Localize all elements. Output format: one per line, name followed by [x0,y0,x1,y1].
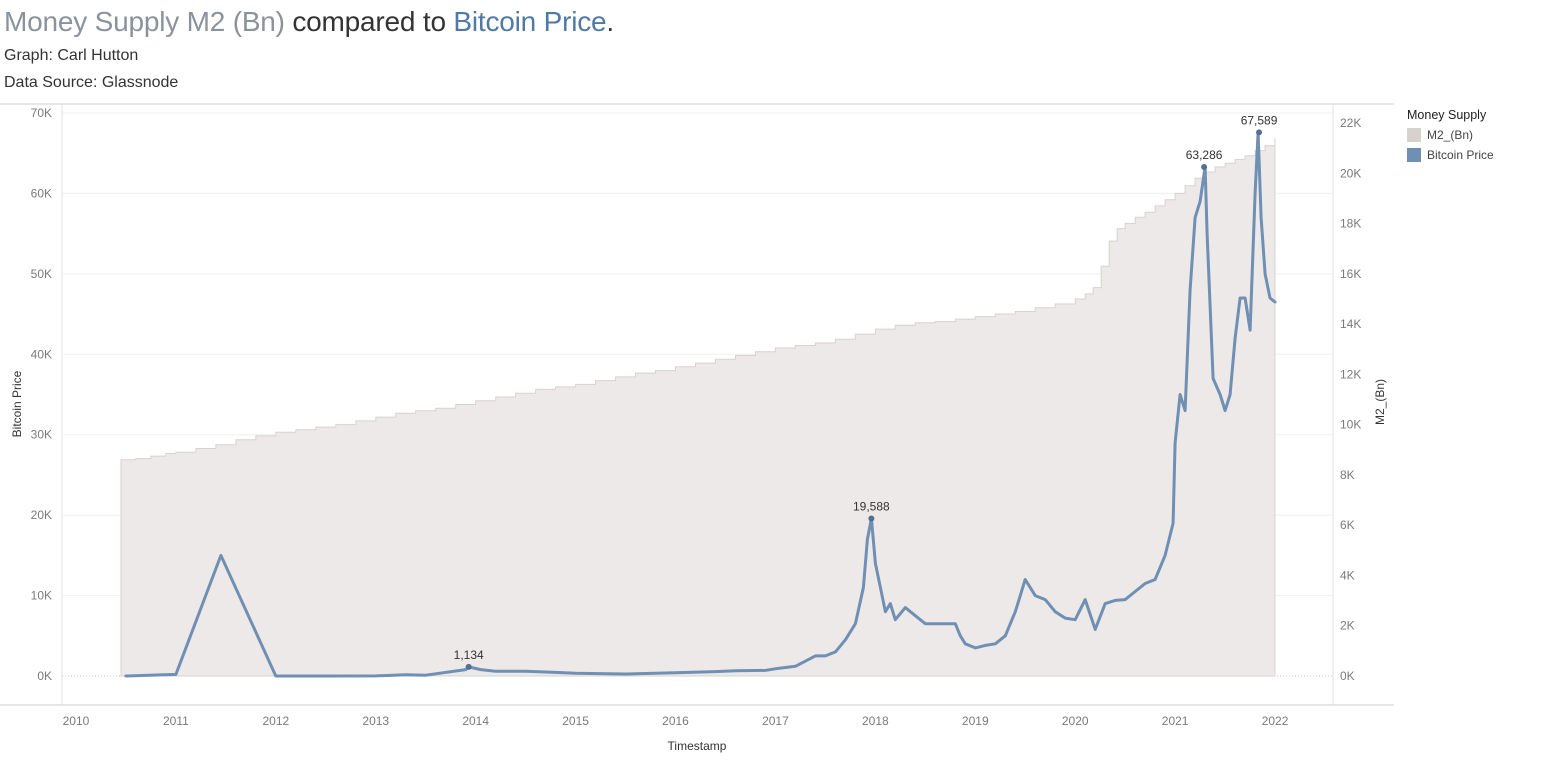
y-right-tick-label: 2K [1340,619,1355,633]
y-right-tick-label: 20K [1340,166,1361,180]
annotation-label: 19,588 [853,499,890,513]
annotation-layer: 1,134 19,588 63,286 67,589 [454,113,1278,670]
legend-swatch-bitcoin [1407,148,1421,162]
y-right-tick-label: 0K [1340,669,1355,683]
bitcoin-line-layer [124,130,1277,678]
y-right-tick-label: 6K [1340,518,1355,532]
m2-area [120,138,1276,677]
x-tick-label: 2018 [862,714,889,728]
y-left-tick-label: 40K [31,347,52,361]
y-right-axis-title: M2_(Bn) [1373,379,1387,425]
annotation-marker [1201,163,1208,170]
legend: Money Supply M2_(Bn) Bitcoin Price [1407,108,1494,165]
subtitle-author: Graph: Carl Hutton [4,47,139,64]
legend-item-m2[interactable]: M2_(Bn) [1407,125,1494,145]
legend-label-bitcoin: Bitcoin Price [1427,148,1494,162]
chart-title: Money Supply M2 (Bn) compared to Bitcoin… [4,6,614,38]
legend-item-bitcoin[interactable]: Bitcoin Price [1407,145,1494,165]
bitcoin-price-line [124,130,1277,678]
y-right-tick-label: 8K [1340,468,1355,482]
x-tick-label: 2019 [962,714,989,728]
x-tick-label: 2013 [362,714,389,728]
y-right-tick-label: 22K [1340,116,1361,130]
annotation-label: 63,286 [1186,148,1223,162]
y-right-tick-label: 4K [1340,568,1355,582]
x-tick-label: 2014 [462,714,489,728]
y-right-tick-label: 12K [1340,367,1361,381]
legend-title: Money Supply [1407,108,1487,122]
y-right-tick-labels: 0K 2K 4K 6K 8K 10K 12K 14K 16K 18K 20K 22K [1340,116,1361,683]
x-tick-label: 2016 [662,714,689,728]
legend-swatch-m2 [1407,128,1421,142]
title-connector: compared to [284,6,454,37]
x-tick-label: 2011 [163,714,189,728]
subtitle-source: Data Source: Glassnode [4,74,179,91]
y-right-tick-label: 14K [1340,317,1361,331]
y-right-tick-label: 10K [1340,418,1361,432]
x-tick-labels: 2010 2011 2012 2013 2014 2015 2016 2017 2018 2019… [63,714,1289,728]
x-tick-label: 2020 [1062,714,1089,728]
y-right-tick-label: 18K [1340,217,1361,231]
chart-frame [0,103,1394,706]
y-left-tick-labels: 0K 10K 20K 30K 40K 50K 60K 70K [31,106,52,683]
legend-label-m2: M2_(Bn) [1427,128,1474,142]
x-tick-label: 2021 [1162,714,1189,728]
y-left-tick-label: 30K [31,428,52,442]
x-tick-label: 2010 [63,714,90,728]
y-left-tick-label: 0K [37,669,52,683]
title-bitcoin: Bitcoin Price [453,6,607,37]
title-period: . [606,6,615,37]
x-tick-label: 2017 [762,714,789,728]
annotation-label: 1,134 [454,648,484,662]
y-left-tick-label: 10K [31,589,52,603]
y-left-tick-label: 50K [31,267,52,281]
title-m2: Money Supply M2 (Bn) [4,6,285,37]
x-tick-label: 2022 [1262,714,1289,728]
annotation-marker [868,515,875,522]
x-tick-label: 2015 [562,714,589,728]
annotation-label: 67,589 [1241,113,1278,127]
x-axis-title: Timestamp [668,739,727,753]
x-tick-label: 2012 [262,714,289,728]
annotation-marker [465,663,472,670]
y-left-tick-label: 60K [31,186,52,200]
m2-area-layer [120,138,1276,677]
y-left-axis-title: Bitcoin Price [10,370,24,437]
y-left-tick-label: 70K [31,106,52,120]
annotation-marker [1256,129,1263,136]
y-right-tick-label: 16K [1340,267,1361,281]
y-left-tick-label: 20K [31,508,52,522]
